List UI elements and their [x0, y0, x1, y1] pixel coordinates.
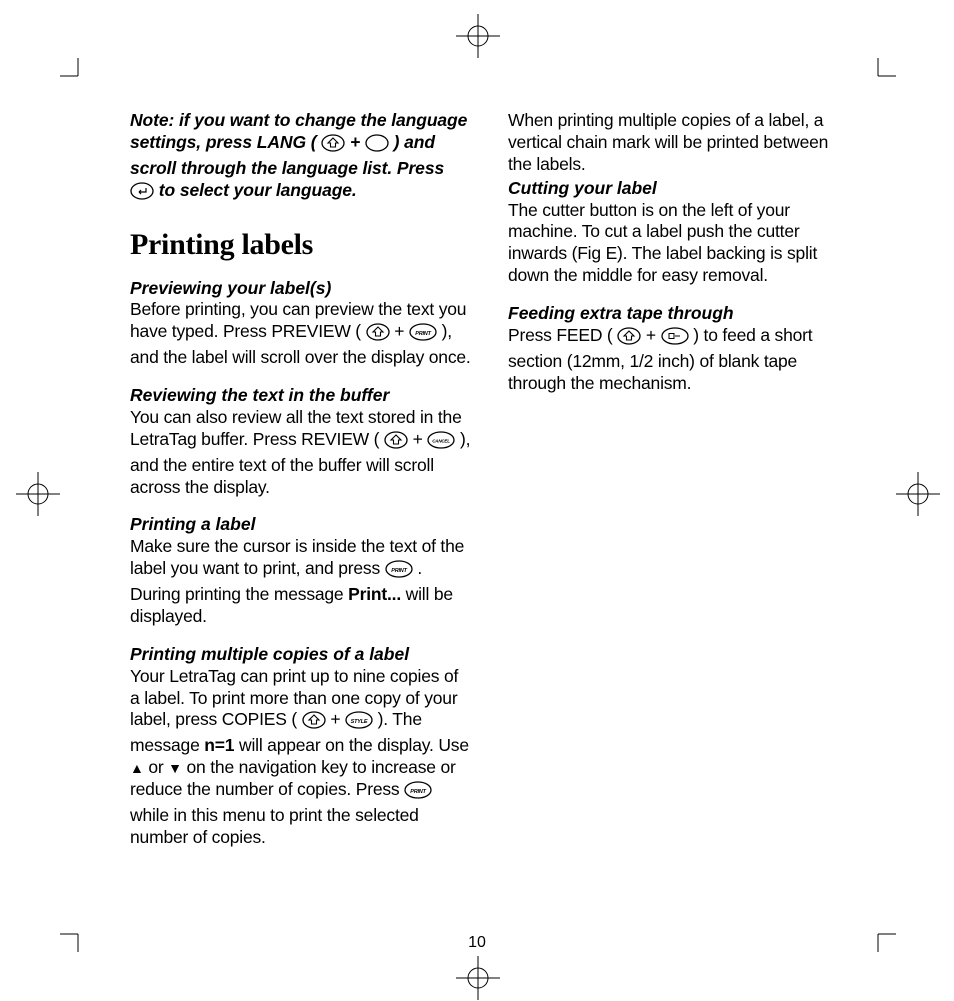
- left-column: Note: if you want to change the language…: [130, 110, 472, 849]
- body-feed: Press FEED ( + ) to feed a short section…: [508, 325, 850, 395]
- style-key-icon: STYLE: [345, 711, 373, 735]
- subhead-feed: Feeding extra tape through: [508, 303, 850, 325]
- text: +: [646, 325, 661, 345]
- crop-tr: [860, 58, 896, 94]
- body-print: Make sure the cursor is inside the text …: [130, 536, 472, 628]
- print-key-icon: PRINT: [404, 781, 432, 805]
- text: Press FEED (: [508, 325, 617, 345]
- cancel-key-icon: CANCEL: [427, 431, 455, 455]
- reg-mark-right: [896, 472, 940, 516]
- body-preview: Before printing, you can preview the tex…: [130, 299, 472, 369]
- enter-key-icon: [130, 182, 154, 206]
- language-note: Note: if you want to change the language…: [130, 110, 472, 206]
- svg-text:PRINT: PRINT: [410, 789, 426, 795]
- shift-key-icon: [321, 134, 345, 158]
- note-text: to select your language.: [159, 180, 357, 200]
- note-text: +: [350, 132, 365, 152]
- text: or: [148, 757, 168, 777]
- feed-key-icon: [661, 327, 689, 351]
- shift-key-icon: [366, 323, 390, 347]
- svg-text:PRINT: PRINT: [415, 331, 431, 337]
- crop-tl: [60, 58, 96, 94]
- text: will appear on the display. Use: [239, 735, 469, 755]
- text: while in this menu to print the selected…: [130, 805, 419, 847]
- content-area: Note: if you want to change the language…: [130, 110, 850, 849]
- print-key-icon: PRINT: [385, 560, 413, 584]
- text: Make sure the cursor is inside the text …: [130, 536, 464, 578]
- page-number: 10: [0, 934, 954, 952]
- down-arrow-icon: ▼: [168, 760, 182, 778]
- section-title: Printing labels: [130, 228, 472, 262]
- svg-text:PRINT: PRINT: [391, 568, 407, 574]
- manual-page: Note: if you want to change the language…: [0, 0, 954, 1001]
- bold-text: n=1: [204, 735, 234, 755]
- shift-key-icon: [302, 711, 326, 735]
- subhead-cut: Cutting your label: [508, 178, 850, 200]
- reg-mark-top: [456, 14, 500, 58]
- subhead-review: Reviewing the text in the buffer: [130, 385, 472, 407]
- body-review: You can also review all the text stored …: [130, 407, 472, 499]
- shift-key-icon: [384, 431, 408, 455]
- space-key-icon: [365, 134, 389, 158]
- svg-text:CANCEL: CANCEL: [433, 438, 451, 443]
- body-intro: When printing multiple copies of a label…: [508, 110, 850, 176]
- reg-mark-left: [16, 472, 60, 516]
- subhead-print: Printing a label: [130, 514, 472, 536]
- subhead-preview: Previewing your label(s): [130, 278, 472, 300]
- text: +: [330, 709, 345, 729]
- reg-mark-bottom: [456, 956, 500, 1000]
- print-key-icon: PRINT: [409, 323, 437, 347]
- shift-key-icon: [617, 327, 641, 351]
- right-column: When printing multiple copies of a label…: [508, 110, 850, 849]
- body-multiple: Your LetraTag can print up to nine copie…: [130, 666, 472, 849]
- svg-text:STYLE: STYLE: [351, 719, 368, 725]
- bold-text: Print...: [348, 584, 401, 604]
- text: +: [394, 321, 409, 341]
- text: +: [413, 429, 428, 449]
- subhead-multiple: Printing multiple copies of a label: [130, 644, 472, 666]
- up-arrow-icon: ▲: [130, 760, 144, 778]
- body-cut: The cutter button is on the left of your…: [508, 200, 850, 288]
